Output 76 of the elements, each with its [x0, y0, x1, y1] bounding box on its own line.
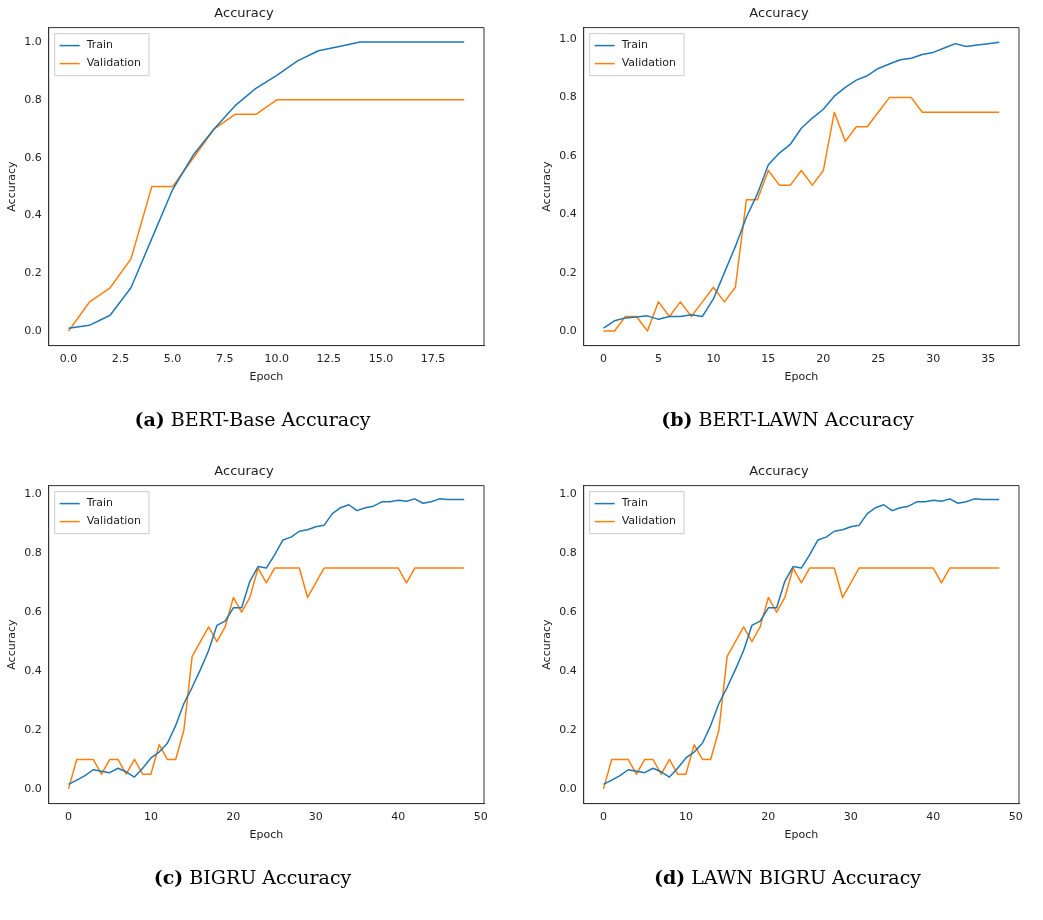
- y-tick-label: 0.0: [559, 781, 577, 795]
- y-tick-label: 0.2: [559, 722, 577, 736]
- y-tick-label: 0.6: [559, 148, 577, 162]
- y-tick-label: 0.8: [559, 90, 577, 104]
- x-tick-label: 15: [761, 352, 776, 366]
- y-axis-title: Accuracy: [540, 619, 554, 670]
- legend-label: Validation: [621, 56, 677, 70]
- y-tick-label: 0.8: [24, 92, 42, 106]
- x-tick-label: 30: [308, 810, 323, 824]
- x-axis-title: Epoch: [784, 370, 819, 384]
- text: (c) BIGRU Accuracy: [153, 866, 352, 888]
- x-tick-label: 10.0: [264, 352, 290, 366]
- text: (b) BERT-LAWN Accuracy: [661, 408, 914, 430]
- y-tick-label: 0.0: [559, 323, 577, 337]
- x-axis-title: Epoch: [249, 828, 284, 842]
- legend-label: Train: [85, 496, 114, 510]
- y-tick-label: 1.0: [24, 487, 42, 501]
- legend-label: Train: [85, 38, 114, 52]
- x-axis-title: Epoch: [784, 828, 819, 842]
- y-tick-label: 0.4: [24, 208, 42, 222]
- x-tick-label: 10: [706, 352, 721, 366]
- y-tick-label: 0.8: [24, 546, 42, 560]
- x-tick-label: 50: [1008, 810, 1023, 824]
- x-tick-label: 10: [678, 810, 693, 824]
- x-tick-label: 20: [226, 810, 241, 824]
- x-tick-label: 0: [599, 352, 607, 366]
- y-tick-label: 0.2: [24, 266, 42, 280]
- y-tick-label: 0.8: [559, 546, 577, 560]
- x-tick-label: 2.5: [111, 352, 130, 366]
- y-tick-label: 1.0: [559, 32, 577, 46]
- x-tick-label: 35: [981, 352, 996, 366]
- x-tick-label: 12.5: [316, 352, 342, 366]
- text: (a) BERT-Base Accuracy: [134, 408, 371, 430]
- x-tick-label: 25: [871, 352, 886, 366]
- x-tick-label: 5.0: [163, 352, 182, 366]
- y-tick-label: 0.0: [24, 324, 42, 337]
- y-tick-label: 0.6: [24, 605, 42, 619]
- legend-label: Train: [620, 496, 649, 510]
- text: (d) LAWN BIGRU Accuracy: [653, 866, 922, 888]
- x-tick-label: 10: [143, 810, 158, 824]
- x-tick-label: 0.0: [59, 352, 78, 366]
- x-tick-label: 20: [761, 810, 776, 824]
- x-tick-label: 30: [843, 810, 858, 824]
- y-axis-title: Accuracy: [5, 161, 19, 212]
- x-tick-label: 5: [654, 352, 662, 366]
- x-tick-label: 17.5: [420, 352, 446, 366]
- x-tick-label: 30: [926, 352, 941, 366]
- chart-title: Accuracy: [749, 463, 809, 479]
- legend-label: Validation: [86, 514, 142, 528]
- chart-title: Accuracy: [214, 463, 274, 479]
- y-tick-label: 0.4: [24, 663, 42, 677]
- legend-label: Validation: [621, 514, 677, 528]
- y-tick-label: 0.4: [559, 207, 577, 221]
- chart-title: Accuracy: [214, 5, 274, 21]
- y-tick-label: 0.4: [559, 663, 577, 677]
- y-tick-label: 1.0: [559, 487, 577, 501]
- x-tick-label: 50: [473, 810, 488, 824]
- x-tick-label: 15.0: [368, 352, 394, 366]
- legend-label: Train: [620, 38, 649, 52]
- x-tick-label: 40: [926, 810, 941, 824]
- x-tick-label: 40: [391, 810, 406, 824]
- x-tick-label: 20: [816, 352, 831, 366]
- chart-title: Accuracy: [749, 5, 809, 21]
- y-tick-label: 0.2: [559, 265, 577, 279]
- y-tick-label: 0.2: [24, 722, 42, 736]
- y-tick-label: 0.0: [24, 781, 42, 795]
- x-tick-label: 0: [64, 810, 72, 824]
- y-axis-title: Accuracy: [540, 161, 554, 212]
- x-tick-label: 7.5: [215, 352, 234, 366]
- legend-label: Validation: [86, 56, 142, 70]
- x-axis-title: Epoch: [249, 370, 284, 384]
- x-tick-label: 0: [599, 810, 607, 824]
- y-axis-title: Accuracy: [5, 619, 19, 670]
- y-tick-label: 0.6: [559, 605, 577, 619]
- y-tick-label: 0.6: [24, 150, 42, 164]
- y-tick-label: 1.0: [24, 34, 42, 48]
